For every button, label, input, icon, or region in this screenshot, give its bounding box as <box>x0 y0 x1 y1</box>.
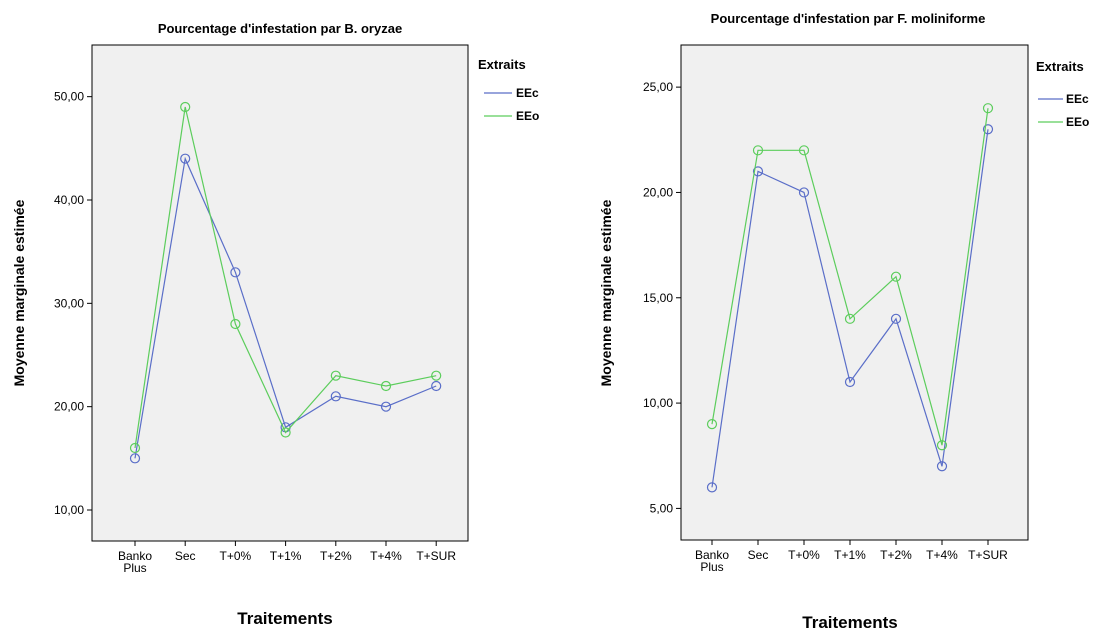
x-tick-label-b-oryzae: Banko <box>118 549 152 563</box>
plot-area-f-moliniforme <box>680 44 1029 541</box>
chart-f-moliniforme: Pourcentage d'infestation par F. molinif… <box>598 11 1089 632</box>
x-tick-label-b-oryzae: T+0% <box>220 549 252 563</box>
data-point-eec-b-oryzae <box>380 401 392 412</box>
legend-label-eeo-b-oryzae: EEo <box>516 109 539 123</box>
chart-title-b-oryzae: Pourcentage d'infestation par B. oryzae <box>158 21 402 36</box>
y-tick-label-b-oryzae: 30,00 <box>54 296 84 310</box>
data-point-eeo-b-oryzae <box>180 101 191 113</box>
data-point-eec-f-moliniforme <box>844 376 856 388</box>
y-ticks-b-oryzae: 10,00 20,00 30,00 40,00 50,00 <box>54 90 92 517</box>
x-tick-label-f-moliniforme: T+2% <box>880 548 912 562</box>
y-tick-label-b-oryzae: 10,00 <box>54 503 84 517</box>
data-point-eec-f-moliniforme <box>752 166 764 177</box>
data-point-eeo-b-oryzae <box>431 370 442 381</box>
data-point-eec-f-moliniforme <box>936 461 948 472</box>
x-tick-label-b-oryzae: T+SUR <box>416 549 456 563</box>
series-line-eec-f-moliniforme <box>711 129 989 488</box>
data-point-eeo-b-oryzae <box>380 380 392 392</box>
series-line-eeo-b-oryzae <box>134 106 437 449</box>
data-point-eec-f-moliniforme <box>706 482 718 493</box>
y-tick-label-f-moliniforme: 10,00 <box>643 396 673 410</box>
x-axis-label-f-moliniforme: Traitements <box>802 613 897 632</box>
plot-area-b-oryzae <box>91 44 469 542</box>
x-tick-label-b-oryzae: Plus <box>123 561 146 575</box>
y-tick-label-b-oryzae: 40,00 <box>54 193 84 207</box>
y-tick-label-f-moliniforme: 15,00 <box>643 291 673 305</box>
series-line-eeo-f-moliniforme <box>711 108 989 446</box>
x-tick-label-f-moliniforme: T+SUR <box>968 548 1008 562</box>
data-point-eeo-f-moliniforme <box>844 313 856 324</box>
series-b-oryzae <box>129 101 442 464</box>
y-tick-label-b-oryzae: 50,00 <box>54 90 84 104</box>
data-point-eeo-f-moliniforme <box>752 145 764 156</box>
y-tick-label-f-moliniforme: 20,00 <box>643 185 673 199</box>
x-tick-label-f-moliniforme: T+1% <box>834 548 866 562</box>
x-tick-label-b-oryzae: T+2% <box>320 549 352 563</box>
legend-label-eec-b-oryzae: EEc <box>516 86 539 100</box>
data-point-eeo-b-oryzae <box>280 427 291 438</box>
data-point-eeo-b-oryzae <box>330 370 341 381</box>
data-point-eec-f-moliniforme <box>982 124 994 135</box>
legend-f-moliniforme: Extraits EEc EEo <box>1036 59 1089 129</box>
data-point-eeo-b-oryzae <box>230 318 241 330</box>
chart-b-oryzae: Pourcentage d'infestation par B. oryzae … <box>11 21 539 628</box>
legend-b-oryzae: Extraits EEc EEo <box>478 57 539 123</box>
legend-label-eeo-f-moliniforme: EEo <box>1066 115 1089 129</box>
y-tick-label-b-oryzae: 20,00 <box>54 400 84 414</box>
x-tick-label-b-oryzae: Sec <box>175 549 196 563</box>
data-point-eeo-f-moliniforme <box>982 103 994 114</box>
data-point-eeo-f-moliniforme <box>890 271 902 282</box>
x-axis-label-b-oryzae: Traitements <box>237 609 332 628</box>
data-point-eec-b-oryzae <box>129 453 141 464</box>
x-tick-label-b-oryzae: T+1% <box>270 549 302 563</box>
series-f-moliniforme <box>706 103 994 493</box>
x-tick-label-f-moliniforme: T+4% <box>926 548 958 562</box>
y-ticks-f-moliniforme: 5,00 10,00 15,00 20,00 25,00 <box>643 80 681 515</box>
x-tick-label-f-moliniforme: Sec <box>748 548 769 562</box>
data-point-eec-b-oryzae <box>330 391 341 402</box>
legend-label-eec-f-moliniforme: EEc <box>1066 92 1089 106</box>
data-point-eec-b-oryzae <box>230 267 241 278</box>
data-point-eec-b-oryzae <box>431 380 442 392</box>
data-point-eec-f-moliniforme <box>798 187 810 198</box>
chart-title-f-moliniforme: Pourcentage d'infestation par F. molinif… <box>711 11 986 26</box>
data-point-eeo-f-moliniforme <box>706 419 718 430</box>
data-point-eeo-f-moliniforme <box>936 440 948 451</box>
data-point-eeo-b-oryzae <box>129 442 141 454</box>
x-tick-label-f-moliniforme: Banko <box>695 548 729 562</box>
y-tick-label-f-moliniforme: 25,00 <box>643 80 673 94</box>
y-axis-label-b-oryzae: Moyenne marginale estimée <box>11 199 27 386</box>
x-tick-label-f-moliniforme: Plus <box>700 560 723 574</box>
data-point-eeo-f-moliniforme <box>798 145 810 156</box>
y-tick-label-f-moliniforme: 5,00 <box>650 501 674 515</box>
y-axis-label-f-moliniforme: Moyenne marginale estimée <box>598 199 614 386</box>
x-tick-label-b-oryzae: T+4% <box>370 549 402 563</box>
data-point-eec-b-oryzae <box>180 153 191 164</box>
legend-title-b-oryzae: Extraits <box>478 57 526 72</box>
x-tick-label-f-moliniforme: T+0% <box>788 548 820 562</box>
series-line-eec-b-oryzae <box>134 156 437 459</box>
legend-title-f-moliniforme: Extraits <box>1036 59 1084 74</box>
data-point-eec-f-moliniforme <box>890 313 902 324</box>
